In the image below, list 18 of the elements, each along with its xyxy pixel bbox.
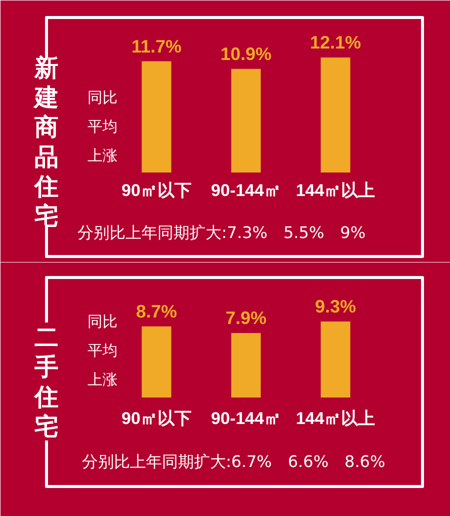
data-label: 8.7%: [136, 301, 178, 322]
text: 二手住宅: [34, 322, 58, 440]
x-tick-label: 90-144㎡: [211, 181, 281, 200]
x-tick-label: 144㎡以上: [296, 181, 376, 200]
text: 分别比上年同期扩大:7.3% 5.5% 9%: [77, 223, 366, 242]
x-tick-label: 90㎡以下: [122, 409, 192, 428]
data-label: 9.3%: [314, 296, 356, 316]
y-axis-title: 同比平均上涨: [88, 312, 118, 388]
y-axis-title: 同比平均上涨: [88, 88, 118, 164]
data-label: 7.9%: [225, 308, 267, 328]
data-label: 11.7%: [131, 36, 182, 56]
text: 新建商品住宅: [32, 53, 58, 230]
data-label: 10.9%: [220, 44, 272, 64]
text: 分别比上年同期扩大:6.7% 6.6% 8.6%: [82, 452, 386, 471]
x-tick-label: 90-144㎡: [211, 409, 281, 428]
data-label: 12.1%: [310, 32, 362, 52]
x-tick-label: 90㎡以下: [122, 181, 192, 200]
x-tick-label: 144㎡以上: [296, 409, 376, 428]
